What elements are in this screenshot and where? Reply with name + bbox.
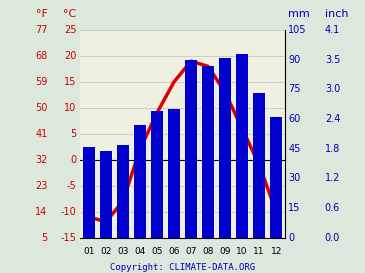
Text: 75: 75: [288, 84, 301, 94]
Text: 15: 15: [288, 203, 301, 213]
Text: 30: 30: [288, 173, 301, 183]
Text: 20: 20: [64, 51, 77, 61]
Bar: [236, 54, 248, 238]
Text: 1.8: 1.8: [325, 144, 340, 154]
Text: 15: 15: [64, 77, 77, 87]
Text: -5: -5: [67, 181, 77, 191]
Text: -10: -10: [61, 207, 77, 216]
Text: 3.5: 3.5: [325, 55, 340, 65]
Text: 32: 32: [35, 155, 47, 165]
Text: 5: 5: [70, 129, 77, 139]
Text: 50: 50: [35, 103, 47, 113]
Text: mm: mm: [288, 9, 310, 19]
Text: 77: 77: [35, 25, 47, 35]
Text: °C: °C: [64, 9, 77, 19]
Text: 1.2: 1.2: [325, 173, 340, 183]
Text: 4.1: 4.1: [325, 25, 340, 35]
Text: °F: °F: [35, 9, 47, 19]
Text: 0.0: 0.0: [325, 233, 340, 242]
Text: 3.0: 3.0: [325, 84, 340, 94]
Text: 90: 90: [288, 55, 301, 65]
Bar: [100, 151, 112, 238]
Text: 105: 105: [288, 25, 307, 35]
Bar: [202, 66, 214, 238]
Text: 0: 0: [288, 233, 295, 242]
Bar: [219, 58, 231, 238]
Text: 10: 10: [64, 103, 77, 113]
Text: 25: 25: [64, 25, 77, 35]
Text: 0.6: 0.6: [325, 203, 340, 213]
Text: 41: 41: [35, 129, 47, 139]
Bar: [253, 93, 265, 238]
Bar: [83, 147, 95, 238]
Text: 60: 60: [288, 114, 301, 124]
Text: -15: -15: [61, 233, 77, 242]
Text: Copyright: CLIMATE-DATA.ORG: Copyright: CLIMATE-DATA.ORG: [110, 263, 255, 272]
Text: 68: 68: [35, 51, 47, 61]
Bar: [134, 125, 146, 238]
Text: 14: 14: [35, 207, 47, 216]
Text: 5: 5: [41, 233, 47, 242]
Text: 2.4: 2.4: [325, 114, 340, 124]
Bar: [185, 60, 197, 238]
Text: 23: 23: [35, 181, 47, 191]
Bar: [270, 117, 282, 238]
Bar: [117, 145, 129, 238]
Text: inch: inch: [325, 9, 348, 19]
Bar: [151, 111, 163, 238]
Text: 59: 59: [35, 77, 47, 87]
Text: 45: 45: [288, 144, 301, 154]
Bar: [168, 109, 180, 238]
Text: 0: 0: [70, 155, 77, 165]
